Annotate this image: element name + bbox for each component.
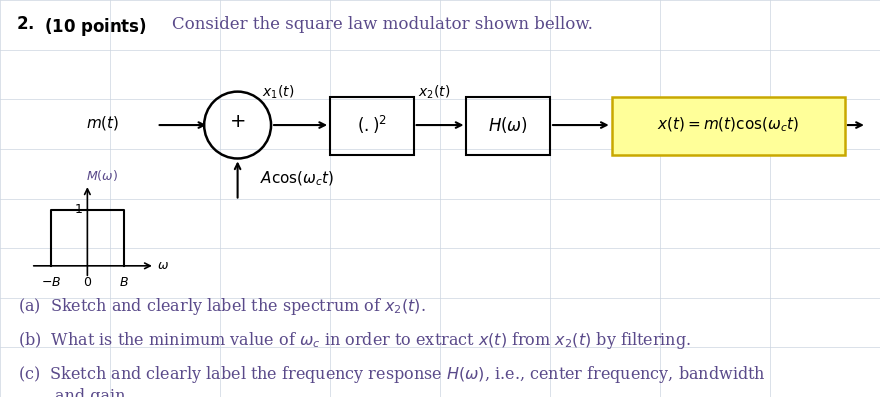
Text: $\omega$: $\omega$ bbox=[157, 259, 169, 272]
Text: $A\cos(\omega_c t)$: $A\cos(\omega_c t)$ bbox=[260, 170, 334, 188]
Text: $-B$: $-B$ bbox=[40, 276, 61, 289]
Text: $H(\omega)$: $H(\omega)$ bbox=[488, 115, 528, 135]
Text: $0$: $0$ bbox=[83, 276, 92, 289]
Bar bbox=[466, 97, 550, 155]
Text: $\mathbf{2.}$: $\mathbf{2.}$ bbox=[16, 16, 34, 33]
FancyBboxPatch shape bbox=[612, 97, 845, 155]
Text: (a)  Sketch and clearly label the spectrum of $x_2(t)$.: (a) Sketch and clearly label the spectru… bbox=[18, 296, 425, 317]
Text: Consider the square law modulator shown bellow.: Consider the square law modulator shown … bbox=[172, 16, 592, 33]
Text: $+$: $+$ bbox=[230, 113, 246, 131]
Text: $M(\omega)$: $M(\omega)$ bbox=[85, 168, 118, 183]
Text: $m(t)$: $m(t)$ bbox=[86, 114, 120, 132]
Text: $x(t) = m(t)\cos(\omega_c t)$: $x(t) = m(t)\cos(\omega_c t)$ bbox=[657, 116, 799, 134]
Text: (c)  Sketch and clearly label the frequency response $H(\omega)$, i.e., center f: (c) Sketch and clearly label the frequen… bbox=[18, 364, 766, 385]
Text: $1$: $1$ bbox=[74, 203, 83, 216]
Text: $\mathbf{(10\ points)}$: $\mathbf{(10\ points)}$ bbox=[44, 16, 147, 38]
Text: and gain.: and gain. bbox=[55, 388, 131, 397]
Text: (b)  What is the minimum value of $\omega_c$ in order to extract $x(t)$ from $x_: (b) What is the minimum value of $\omega… bbox=[18, 330, 691, 351]
Bar bbox=[330, 97, 414, 155]
Text: $x_2(t)$: $x_2(t)$ bbox=[418, 84, 450, 101]
Text: $x_1(t)$: $x_1(t)$ bbox=[262, 84, 294, 101]
Text: $(.)^2$: $(.)^2$ bbox=[356, 114, 387, 136]
Text: $B$: $B$ bbox=[119, 276, 128, 289]
